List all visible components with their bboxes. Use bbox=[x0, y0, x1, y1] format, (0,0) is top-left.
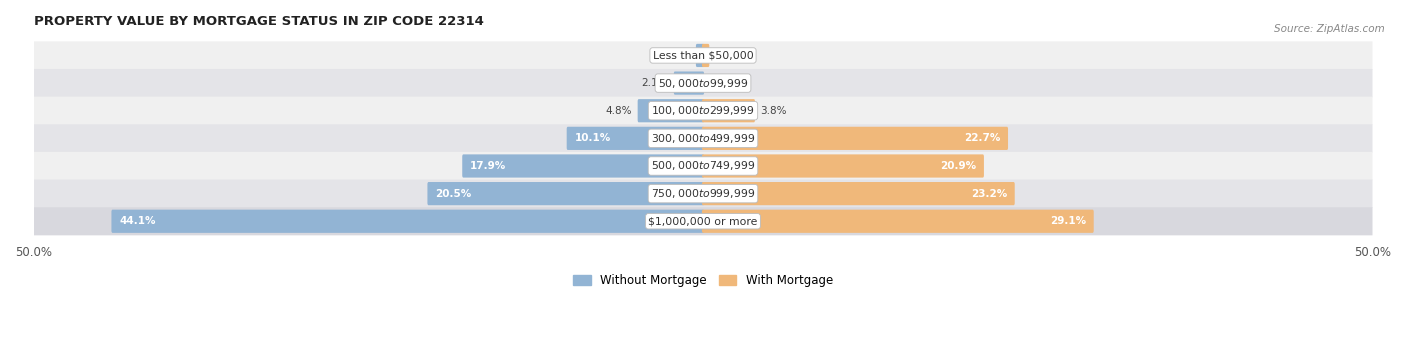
FancyBboxPatch shape bbox=[567, 127, 704, 150]
FancyBboxPatch shape bbox=[34, 41, 1372, 70]
Text: 0.45%: 0.45% bbox=[657, 50, 690, 61]
Text: 22.7%: 22.7% bbox=[965, 133, 1000, 143]
Text: PROPERTY VALUE BY MORTGAGE STATUS IN ZIP CODE 22314: PROPERTY VALUE BY MORTGAGE STATUS IN ZIP… bbox=[34, 15, 484, 28]
Text: 17.9%: 17.9% bbox=[470, 161, 506, 171]
FancyBboxPatch shape bbox=[34, 152, 1372, 180]
Text: 20.9%: 20.9% bbox=[941, 161, 976, 171]
Text: 23.2%: 23.2% bbox=[970, 189, 1007, 199]
Text: 29.1%: 29.1% bbox=[1050, 216, 1085, 226]
Text: 20.5%: 20.5% bbox=[436, 189, 471, 199]
Text: $500,000 to $749,999: $500,000 to $749,999 bbox=[651, 159, 755, 172]
Text: $1,000,000 or more: $1,000,000 or more bbox=[648, 216, 758, 226]
FancyBboxPatch shape bbox=[34, 180, 1372, 208]
FancyBboxPatch shape bbox=[34, 124, 1372, 152]
FancyBboxPatch shape bbox=[34, 69, 1372, 97]
Text: Less than $50,000: Less than $50,000 bbox=[652, 50, 754, 61]
FancyBboxPatch shape bbox=[702, 210, 1094, 233]
FancyBboxPatch shape bbox=[702, 154, 984, 177]
FancyBboxPatch shape bbox=[702, 182, 1015, 205]
FancyBboxPatch shape bbox=[702, 127, 1008, 150]
FancyBboxPatch shape bbox=[638, 99, 704, 122]
Text: 0.0%: 0.0% bbox=[710, 78, 735, 88]
Text: Source: ZipAtlas.com: Source: ZipAtlas.com bbox=[1274, 24, 1385, 34]
FancyBboxPatch shape bbox=[34, 97, 1372, 125]
Legend: Without Mortgage, With Mortgage: Without Mortgage, With Mortgage bbox=[568, 270, 838, 292]
Text: 4.8%: 4.8% bbox=[606, 106, 633, 116]
FancyBboxPatch shape bbox=[696, 44, 704, 67]
FancyBboxPatch shape bbox=[34, 207, 1372, 235]
FancyBboxPatch shape bbox=[427, 182, 704, 205]
FancyBboxPatch shape bbox=[702, 44, 709, 67]
FancyBboxPatch shape bbox=[673, 71, 704, 95]
Text: 44.1%: 44.1% bbox=[120, 216, 156, 226]
FancyBboxPatch shape bbox=[111, 210, 704, 233]
Text: 0.39%: 0.39% bbox=[714, 50, 748, 61]
FancyBboxPatch shape bbox=[463, 154, 704, 177]
Text: $750,000 to $999,999: $750,000 to $999,999 bbox=[651, 187, 755, 200]
Text: 3.8%: 3.8% bbox=[761, 106, 787, 116]
Text: $300,000 to $499,999: $300,000 to $499,999 bbox=[651, 132, 755, 145]
Text: 10.1%: 10.1% bbox=[575, 133, 610, 143]
Text: $100,000 to $299,999: $100,000 to $299,999 bbox=[651, 104, 755, 117]
Text: $50,000 to $99,999: $50,000 to $99,999 bbox=[658, 76, 748, 89]
Text: 2.1%: 2.1% bbox=[641, 78, 668, 88]
FancyBboxPatch shape bbox=[702, 99, 755, 122]
